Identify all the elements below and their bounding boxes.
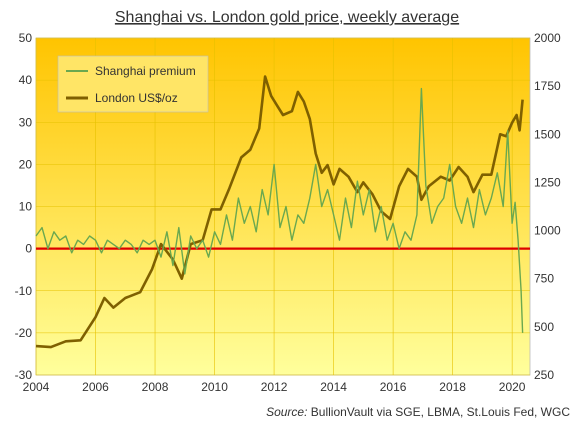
x-tick-label: 2006 bbox=[82, 380, 109, 394]
legend-label-shanghai-premium: Shanghai premium bbox=[95, 64, 196, 78]
left-tick-label: 40 bbox=[19, 73, 33, 87]
right-tick-label: 250 bbox=[534, 368, 554, 382]
left-tick-label: -20 bbox=[15, 326, 33, 340]
left-tick-label: 10 bbox=[19, 200, 33, 214]
shanghai-premium-line bbox=[35, 87, 524, 333]
x-tick-label: 2008 bbox=[142, 380, 169, 394]
right-tick-label: 500 bbox=[534, 320, 554, 334]
x-tick-label: 2018 bbox=[439, 380, 466, 394]
x-tick-label: 2016 bbox=[380, 380, 407, 394]
legend-box bbox=[57, 55, 209, 113]
right-tick-label: 1000 bbox=[534, 224, 561, 238]
left-tick-label: 30 bbox=[19, 115, 33, 129]
right-tick-label: 2000 bbox=[534, 31, 561, 45]
right-tick-label: 750 bbox=[534, 272, 554, 286]
legend: Shanghai premium London US$/oz bbox=[57, 55, 209, 113]
x-tick-label: 2014 bbox=[320, 380, 347, 394]
x-tick-label: 2012 bbox=[261, 380, 288, 394]
london-price-line bbox=[35, 75, 524, 349]
left-tick-label: -10 bbox=[15, 284, 33, 298]
series-layer bbox=[35, 75, 524, 349]
legend-label-london-price: London US$/oz bbox=[95, 91, 178, 105]
right-axis-ticks: 2000 1750 1500 1250 1000 750 500 250 bbox=[534, 31, 561, 382]
source-label: Source: bbox=[266, 405, 307, 419]
left-axis-ticks: 50 40 30 20 10 0 -10 -20 -30 bbox=[15, 31, 33, 382]
right-tick-label: 1750 bbox=[534, 79, 561, 93]
x-tick-label: 2004 bbox=[23, 380, 50, 394]
source-note: Source: BullionVault via SGE, LBMA, St.L… bbox=[266, 405, 570, 419]
source-text: BullionVault via SGE, LBMA, St.Louis Fed… bbox=[311, 405, 571, 419]
chart-title: Shanghai vs. London gold price, weekly a… bbox=[115, 9, 459, 26]
left-tick-label: -30 bbox=[15, 368, 33, 382]
right-tick-label: 1500 bbox=[534, 127, 561, 141]
left-tick-label: 50 bbox=[19, 31, 33, 45]
x-tick-label: 2020 bbox=[499, 380, 526, 394]
left-tick-label: 0 bbox=[25, 242, 32, 256]
x-axis-ticks: 2004 2006 2008 2010 2012 2014 2016 2018 2020 bbox=[23, 380, 526, 394]
left-tick-label: 20 bbox=[19, 157, 33, 171]
x-tick-label: 2010 bbox=[201, 380, 228, 394]
right-tick-label: 1250 bbox=[534, 175, 561, 189]
